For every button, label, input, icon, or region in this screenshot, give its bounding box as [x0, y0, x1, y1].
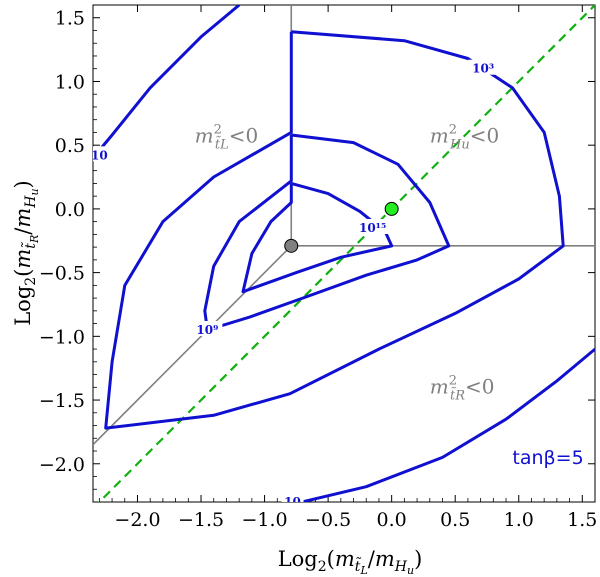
x-tick-label: 0.0: [377, 509, 407, 531]
diagonal-dashed-line: [97, 5, 595, 502]
svg-text:10: 10: [91, 148, 108, 162]
contour-label: 10¹⁵: [353, 219, 392, 235]
y-tick-label: −0.5: [39, 263, 85, 285]
contour-label: 10⁹: [192, 320, 223, 337]
svg-text:10³: 10³: [472, 62, 494, 76]
region-label: m2 t̃R<0: [430, 374, 495, 404]
svg-text:10¹⁵: 10¹⁵: [359, 221, 386, 235]
y-axis-title: Log2(mt̃R/mHu): [11, 180, 41, 326]
svg-text:m2t̃R<0: m2 t̃R<0: [430, 374, 495, 404]
y-tick-label: −1.5: [39, 390, 85, 412]
y-tick-label: −2.0: [39, 454, 85, 476]
contour-line: [203, 133, 451, 332]
contour-line: [295, 347, 595, 502]
y-tick-label: −1.0: [39, 326, 85, 348]
y-tick-label: 1.0: [55, 71, 85, 93]
y-tick-label: 1.5: [55, 8, 85, 30]
x-axis-title: Log2(mt̃L/mHu): [278, 547, 423, 577]
x-tick-label: 1.0: [504, 509, 534, 531]
x-tick-label: 1.5: [567, 509, 597, 531]
y-tick-label: 0.5: [55, 135, 85, 157]
x-tick-label: −1.0: [241, 509, 287, 531]
contour-label: 10: [91, 146, 111, 162]
reference-point: [284, 238, 299, 253]
x-tick-label: −1.5: [178, 509, 224, 531]
svg-text:Log2(mt̃R/mHu): Log2(mt̃R/mHu): [11, 180, 41, 326]
region-label: m2 t̃L<0: [195, 123, 259, 153]
svg-text:m2t̃L<0: m2 t̃L<0: [195, 123, 259, 153]
svg-text:Log2(mt̃L/mHu): Log2(mt̃L/mHu): [278, 547, 423, 577]
contour-line: [104, 30, 565, 430]
marked-point: [384, 201, 399, 216]
x-tick-label: −0.5: [305, 509, 351, 531]
tan-beta-label: tanβ=5: [512, 447, 583, 469]
contour-line: [93, 5, 241, 159]
contour-line: [241, 181, 394, 294]
contour-label: 10³: [468, 59, 499, 76]
x-tick-label: −2.0: [114, 509, 160, 531]
axis-ticks: −2.0 −1.5 −1.0 −0.5 0.0 0.5 1.0 1.5 −2.0 −1.5 −1.0…: [39, 5, 597, 531]
svg-text:10⁹: 10⁹: [196, 323, 218, 337]
y-tick-label: 0.0: [55, 199, 85, 221]
region-label: m2 Hu<0: [430, 123, 499, 153]
contour-label: 10: [281, 493, 304, 509]
svg-text:10: 10: [284, 495, 301, 509]
plot-area: 10³ 10⁹ 10¹⁵ 10 10: [91, 5, 595, 509]
plot-labels: m2 t̃L<0 m2 Hu<0 m2 t̃R<0 tanβ=5: [195, 123, 584, 469]
reference-line-diagonal: [93, 245, 292, 446]
x-tick-label: 0.5: [440, 509, 470, 531]
